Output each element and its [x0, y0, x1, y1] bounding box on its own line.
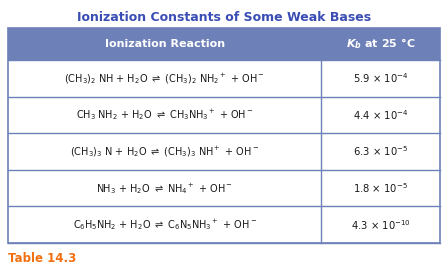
Text: 4.3 × 10$^{-10}$: 4.3 × 10$^{-10}$ — [351, 218, 410, 232]
Text: 1.8 × 10$^{-5}$: 1.8 × 10$^{-5}$ — [353, 181, 408, 195]
Text: (CH$_3$)$_2$ NH + H$_2$O $\rightleftharpoons$ (CH$_3$)$_2$ NH$_2$$^+$ + OH$^-$: (CH$_3$)$_2$ NH + H$_2$O $\rightleftharp… — [64, 71, 265, 86]
Bar — [8, 28, 440, 243]
Text: 4.4 × 10$^{-4}$: 4.4 × 10$^{-4}$ — [353, 108, 408, 122]
Text: CH$_3$ NH$_2$ + H$_2$O $\rightleftharpoons$ CH$_3$NH$_3$$^+$ + OH$^-$: CH$_3$ NH$_2$ + H$_2$O $\rightleftharpoo… — [76, 108, 254, 122]
Text: NH$_3$ + H$_2$O $\rightleftharpoons$ NH$_4$$^+$ + OH$^-$: NH$_3$ + H$_2$O $\rightleftharpoons$ NH$… — [96, 181, 233, 195]
Text: C$_6$H$_5$NH$_2$ + H$_2$O $\rightleftharpoons$ C$_6$N$_5$NH$_3$$^+$ + OH$^-$: C$_6$H$_5$NH$_2$ + H$_2$O $\rightlefthar… — [73, 217, 257, 232]
Bar — [8, 28, 440, 60]
Text: $\bfit{K}_b$ at 25 °C: $\bfit{K}_b$ at 25 °C — [346, 37, 415, 51]
Text: 6.3 × 10$^{-5}$: 6.3 × 10$^{-5}$ — [353, 145, 408, 158]
Text: Table 14.3: Table 14.3 — [8, 252, 76, 265]
Text: (CH$_3$)$_3$ N + H$_2$O $\rightleftharpoons$ (CH$_3$)$_3$ NH$^+$ + OH$^-$: (CH$_3$)$_3$ N + H$_2$O $\rightleftharpo… — [70, 144, 259, 159]
Text: 5.9 × 10$^{-4}$: 5.9 × 10$^{-4}$ — [353, 72, 408, 85]
Text: Ionization Constants of Some Weak Bases: Ionization Constants of Some Weak Bases — [77, 11, 371, 24]
Text: Ionization Reaction: Ionization Reaction — [104, 39, 224, 49]
